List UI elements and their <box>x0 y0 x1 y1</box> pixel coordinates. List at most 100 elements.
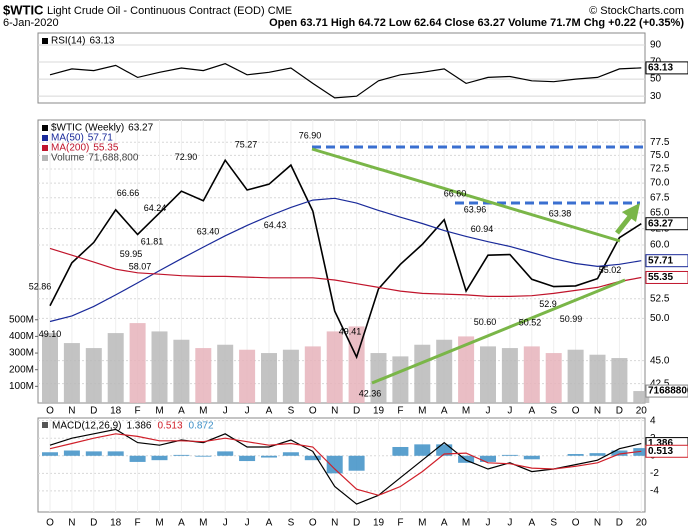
x-tick-label: O <box>46 518 54 529</box>
legend-value: 71,688,800 <box>88 153 138 164</box>
x-tick-label: A <box>528 406 535 417</box>
y2-tick-label: 300M <box>9 348 34 359</box>
x-tick-label: 18 <box>110 518 122 529</box>
value-box-label: 57.71 <box>648 255 673 266</box>
volume-bar <box>85 348 102 403</box>
histogram-bar <box>261 455 277 458</box>
y-tick-label: 4 <box>650 415 656 426</box>
x-tick-label: O <box>309 406 317 417</box>
x-tick-label: A <box>266 406 273 417</box>
volume-bar <box>42 333 58 403</box>
legend-label: RSI(14) <box>51 36 85 47</box>
volume-bar <box>129 323 146 403</box>
x-tick-label: M <box>462 406 470 417</box>
y-tick-label: 70.0 <box>650 178 670 189</box>
histogram-bar <box>304 455 321 461</box>
price-annotation: 50.60 <box>474 317 497 327</box>
symbol: $WTIC <box>3 2 44 17</box>
price-annotation: 59.95 <box>120 249 143 259</box>
x-tick-label: J <box>245 518 250 529</box>
legend-value: 1.386 <box>126 421 151 432</box>
x-tick-label: 18 <box>110 406 122 417</box>
price-annotation: 52.9 <box>539 299 557 309</box>
x-tick-label: S <box>288 518 295 529</box>
x-tick-label: N <box>331 406 338 417</box>
y-tick-label: 65.0 <box>650 208 670 219</box>
x-tick-label: 20 <box>636 406 648 417</box>
trend-line <box>311 147 621 243</box>
y-tick-label: 50 <box>650 74 662 85</box>
y2-tick-label: 200M <box>9 364 34 375</box>
x-tick-label: O <box>46 406 54 417</box>
x-tick-label: M <box>199 518 207 529</box>
histogram-bar <box>217 451 234 456</box>
legend-value: 57.71 <box>88 133 113 144</box>
y-tick-label: 52.5 <box>650 293 670 304</box>
volume-bar <box>217 344 234 403</box>
x-tick-label: 19 <box>373 406 385 417</box>
value-box-label: 63.27 <box>648 218 673 229</box>
volume-bar <box>173 339 190 403</box>
price-annotation: 66.66 <box>117 188 140 198</box>
x-tick-label: O <box>572 406 580 417</box>
value-box <box>645 270 688 284</box>
y2-tick-label: 100M <box>9 381 34 392</box>
value-box <box>645 384 688 398</box>
volume-bar <box>304 346 321 403</box>
price-annotation: 61.81 <box>141 236 164 246</box>
histogram-bar <box>326 455 343 474</box>
x-tick-label: M <box>462 518 470 529</box>
value-box-label: 71688800 <box>648 386 688 397</box>
histogram-bar <box>633 448 650 456</box>
x-tick-label: O <box>309 518 317 529</box>
y-tick-label: -4 <box>650 486 659 497</box>
legend-value: 0.513 <box>158 421 183 432</box>
x-tick-label: A <box>441 518 448 529</box>
x-tick-label: N <box>594 518 601 529</box>
histogram-bar <box>239 455 256 462</box>
volume-bar <box>414 344 431 403</box>
histogram-bar <box>589 453 606 456</box>
legend-swatch <box>42 38 48 44</box>
x-tick-label: S <box>550 518 557 529</box>
volume-bar <box>195 348 212 403</box>
volume-bar <box>523 346 540 403</box>
x-tick-label: D <box>90 406 97 417</box>
panel-frame <box>37 417 646 513</box>
x-tick-label: A <box>441 406 448 417</box>
value-box <box>645 61 688 75</box>
instrument-name: Light Crude Oil - Continuous Contract (E… <box>47 5 292 17</box>
histogram-bar <box>173 454 190 456</box>
legend-swatch <box>42 125 48 131</box>
legend-swatch <box>42 135 48 141</box>
date: 6-Jan-2020 <box>3 17 59 29</box>
volume-bar <box>370 353 387 403</box>
value-box <box>645 217 688 231</box>
y-tick-label: 30 <box>650 91 662 102</box>
volume-bar <box>436 339 453 403</box>
value-box-label: 55.35 <box>648 272 673 283</box>
price-annotation: 63.40 <box>197 226 220 236</box>
legend-label: MA(200) <box>51 143 89 154</box>
histogram-bar <box>523 455 540 460</box>
legend-value: 55.35 <box>93 143 118 154</box>
price-annotation: 72.90 <box>175 152 198 162</box>
series-line <box>49 428 642 505</box>
value-box-label: 0.513 <box>648 446 673 457</box>
value-box-label: 1.386 <box>648 438 673 449</box>
x-tick-label: M <box>155 518 163 529</box>
volume-bar <box>501 348 518 403</box>
volume-bar <box>392 356 409 403</box>
legend-value: 0.872 <box>189 421 214 432</box>
trend-line <box>371 278 626 385</box>
price-annotation: 55.02 <box>599 265 622 275</box>
y-tick-label: 75.0 <box>650 150 670 161</box>
series-line <box>49 158 642 360</box>
x-tick-label: F <box>397 406 403 417</box>
x-tick-label: F <box>397 518 403 529</box>
legend-swatch <box>42 422 48 428</box>
arrow-head <box>622 203 640 222</box>
y2-tick-label: 500M <box>9 314 34 325</box>
volume-bar <box>151 331 168 403</box>
price-annotation: 49.41 <box>339 326 362 336</box>
